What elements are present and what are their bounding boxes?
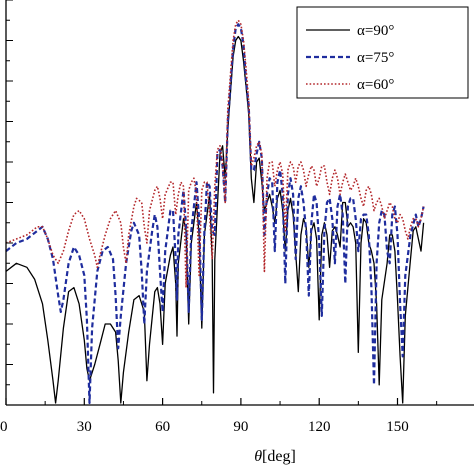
series-line-3 <box>5 19 425 289</box>
x-tick-label: 30 <box>77 419 92 435</box>
x-axis-unit: [deg] <box>262 448 296 465</box>
legend-label-2: α=75° <box>357 50 394 66</box>
series-layer <box>5 19 425 405</box>
x-axis-symbol: θ <box>254 448 262 465</box>
x-tick-label: 120 <box>308 419 331 435</box>
series-line-1 <box>5 35 425 404</box>
legend-label-3: α=60° <box>357 77 394 93</box>
x-tick-label: 90 <box>233 419 248 435</box>
legend-entries: α=90° α=75° α=60° <box>306 23 394 93</box>
x-tick-label: 60 <box>155 419 170 435</box>
legend-label-1: α=90° <box>357 23 394 39</box>
legend-box <box>296 6 469 99</box>
series-line-2 <box>5 23 425 405</box>
x-tick-label: 0 <box>0 419 8 435</box>
x-axis-label: θ[deg] <box>254 448 296 465</box>
x-tick-label: 150 <box>386 419 409 435</box>
ticks-layer: 0 30 60 90 120 150 <box>0 0 438 435</box>
legend: α=90° α=75° α=60° <box>296 6 469 99</box>
